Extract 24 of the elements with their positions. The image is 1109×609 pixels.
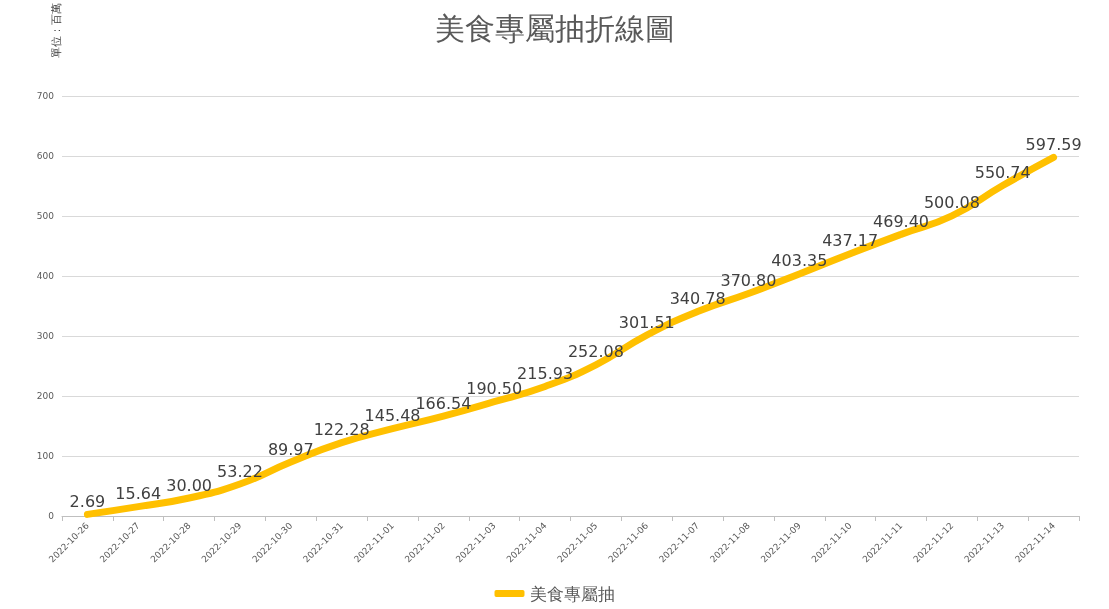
- y-tick-label: 700: [36, 91, 55, 101]
- data-label: 122.28: [313, 420, 370, 440]
- legend-label: 美食專屬抽: [529, 583, 615, 604]
- data-label: 340.78: [669, 289, 726, 309]
- y-tick-label: 500: [36, 211, 55, 221]
- data-label: 469.40: [873, 211, 930, 231]
- y-axis-title: 單位：百萬: [50, 3, 63, 58]
- y-tick-label: 100: [36, 451, 55, 461]
- data-label: 370.80: [720, 271, 777, 291]
- data-label: 15.64: [115, 484, 162, 504]
- data-label: 403.35: [771, 251, 828, 271]
- y-tick-label: 400: [36, 271, 55, 281]
- data-label: 2.69: [69, 491, 106, 511]
- data-label: 89.97: [267, 439, 314, 459]
- y-tick-label: 0: [48, 511, 55, 521]
- data-label: 437.17: [822, 231, 879, 251]
- data-label: 53.22: [217, 461, 263, 481]
- y-tick-label: 200: [36, 391, 55, 401]
- data-label: 215.93: [517, 363, 574, 383]
- data-label: 597.59: [1025, 134, 1082, 154]
- y-tick-label: 600: [36, 151, 55, 161]
- chart-title: 美食專屬抽折線圖: [434, 10, 675, 46]
- data-label: 30.00: [166, 475, 213, 495]
- y-tick-label: 300: [36, 331, 55, 341]
